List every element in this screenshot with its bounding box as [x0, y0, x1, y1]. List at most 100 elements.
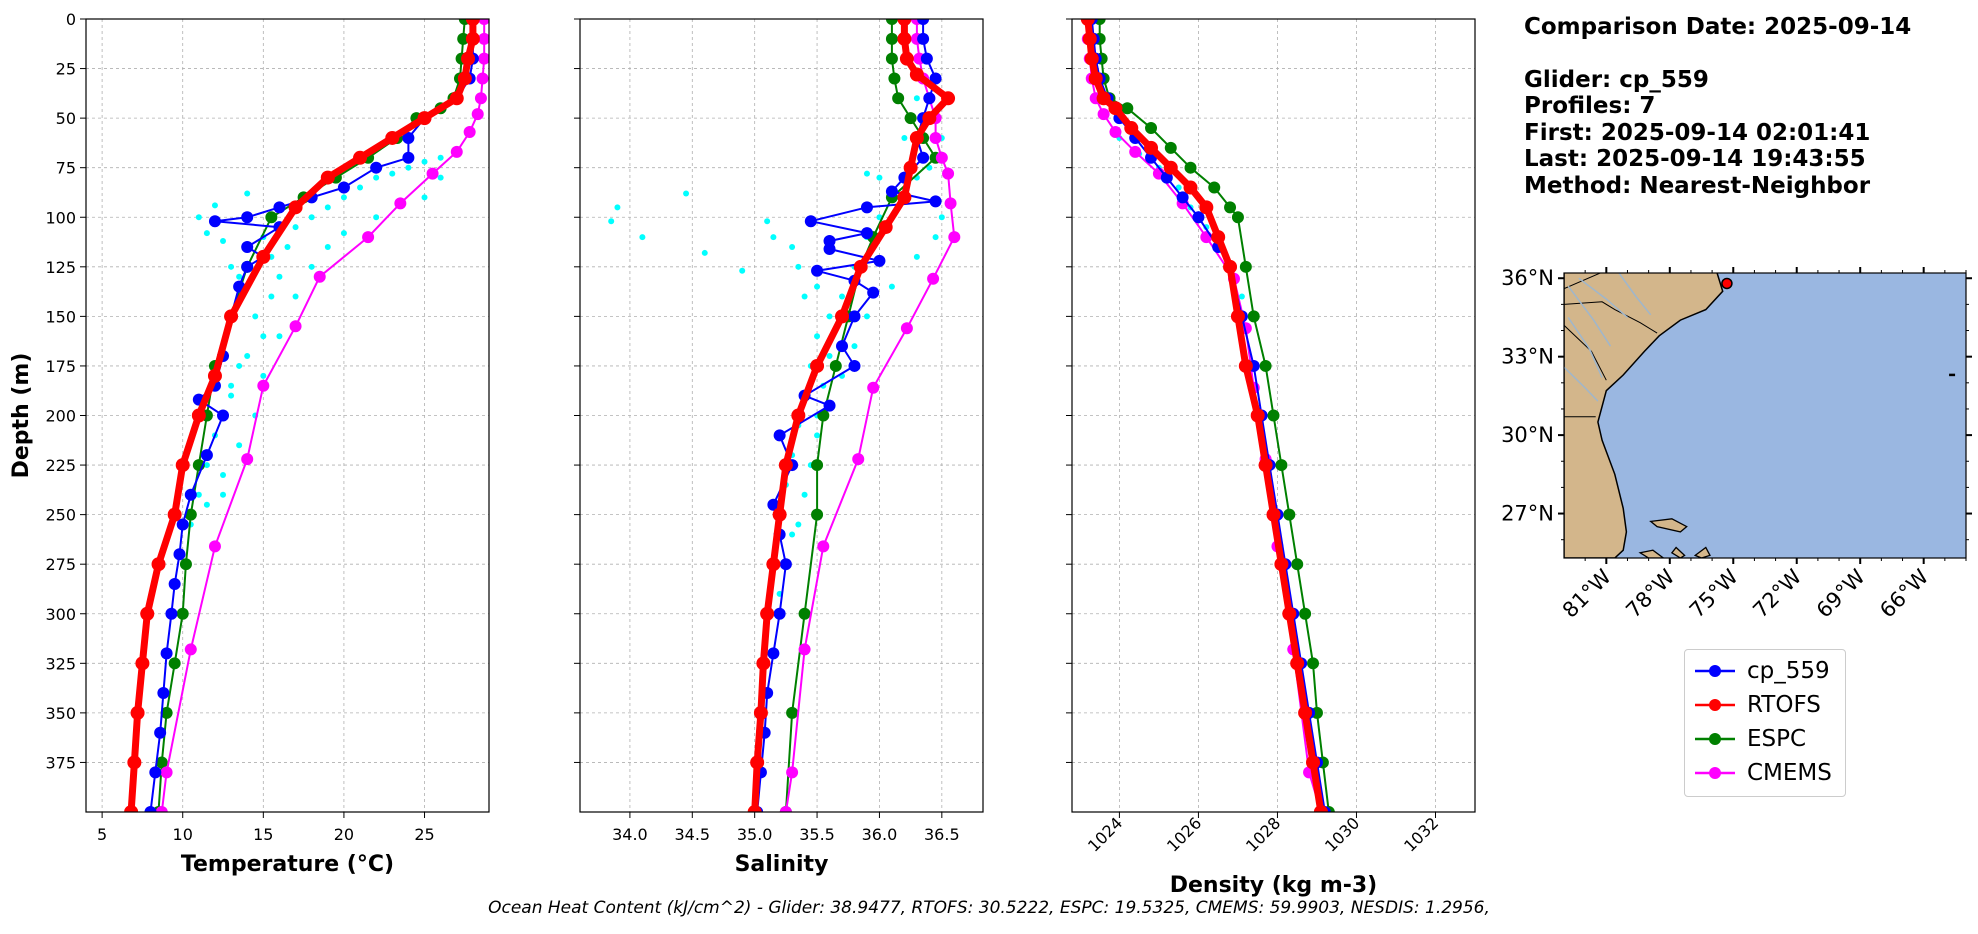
temperature-point-cp559 [160, 647, 173, 660]
temperature-glider-scatter-point [292, 293, 299, 300]
salinity-glider-scatter-point [913, 253, 920, 260]
density-point-espc [1121, 102, 1134, 115]
map-lon-label: 81°W [1558, 564, 1616, 622]
density-point-rtofs [1238, 358, 1253, 373]
temperature-point-cp559 [154, 726, 167, 739]
density-point-espc [1291, 558, 1304, 571]
salinity-glider-scatter-point [789, 531, 796, 538]
temperature-point-cp559 [241, 240, 254, 253]
salinity-point-cmems [948, 231, 961, 244]
island [1693, 546, 1711, 558]
temperature-glider-scatter-point [244, 190, 251, 197]
map-lat-label: 33°N [1501, 345, 1554, 369]
temperature-point-cp559 [273, 201, 286, 214]
salinity-point-cp559 [873, 254, 886, 267]
density-xtick-label: 1028 [1242, 813, 1284, 855]
temperature-point-rtofs [320, 170, 335, 185]
temperature-glider-scatter-point [260, 333, 267, 340]
temperature-point-rtofs [461, 51, 476, 66]
density-point-rtofs [1313, 805, 1328, 812]
density-point-rtofs [1223, 259, 1238, 274]
salinity-glider-scatter-point [888, 283, 895, 290]
density-point-rtofs [1306, 755, 1321, 770]
temperature-point-cp559 [184, 488, 197, 501]
density-point-espc [1231, 211, 1244, 224]
temperature-point-rtofs [465, 31, 480, 46]
temperature-glider-scatter-point [324, 243, 331, 250]
salinity-point-espc [885, 52, 898, 65]
salinity-glider-scatter-point [901, 134, 908, 141]
salinity-glider-scatter-point [795, 521, 802, 528]
density-point-cp559 [1176, 191, 1189, 204]
temperature-point-cp559 [241, 260, 254, 273]
salinity-point-rtofs [922, 111, 937, 126]
salinity-xtick-label: 36.0 [862, 825, 898, 844]
salinity-point-cp559 [836, 340, 849, 353]
density-point-espc [1259, 359, 1272, 372]
legend-entry-cmems: CMEMS [1693, 759, 1832, 787]
temperature-point-rtofs [130, 705, 145, 720]
salinity-point-cp559 [917, 32, 930, 45]
salinity-point-cmems [852, 453, 865, 466]
salinity-point-cp559 [823, 399, 836, 412]
temperature-point-cp559 [168, 578, 181, 591]
legend-label-rtofs: RTOFS [1747, 692, 1821, 718]
salinity-point-espc [885, 32, 898, 45]
temperature-xtick-label: 5 [97, 825, 107, 844]
salinity-point-cmems [817, 540, 830, 553]
temperature-ytick-label: 275 [45, 555, 76, 574]
temperature-xlabel: Temperature (°C) [181, 852, 394, 877]
density-point-espc [1145, 122, 1158, 135]
temperature-point-cmems [478, 19, 489, 25]
temperature-point-rtofs [175, 458, 190, 473]
salinity-glider-scatter-point [614, 204, 621, 211]
map-lon-label: 75°W [1685, 564, 1743, 622]
legend: cp_559 RTOFS ESPC CMEMS [1684, 649, 1846, 797]
salinity-point-rtofs [791, 408, 806, 423]
salinity-point-espc [817, 409, 830, 422]
temperature-frame [85, 18, 490, 813]
salinity-glider-scatter-point [814, 333, 821, 340]
temperature-ytick-label: 325 [45, 654, 76, 673]
river [1567, 316, 1603, 378]
temperature-glider-scatter-point [220, 238, 227, 245]
temperature-ytick-label: 175 [45, 357, 76, 376]
salinity-glider-scatter-point [683, 190, 690, 197]
temperature-glider-scatter-point [236, 273, 243, 280]
island [1638, 549, 1665, 558]
temperature-point-rtofs [353, 150, 368, 165]
temperature-glider-scatter-point [421, 158, 428, 165]
salinity-point-cmems [798, 643, 811, 656]
salinity-point-espc [829, 359, 842, 372]
method: Method: Nearest-Neighbor [1524, 173, 1871, 199]
salinity-point-espc [892, 92, 905, 105]
state-border [1649, 264, 1681, 271]
salinity-point-cmems [779, 806, 792, 812]
salinity-glider-scatter-point [764, 218, 771, 225]
density-point-espc [1208, 181, 1221, 194]
temperature-glider-scatter-point [421, 194, 428, 201]
salinity-point-rtofs [760, 606, 775, 621]
salinity-point-cp559 [779, 558, 792, 571]
temperature-point-cp559 [157, 687, 170, 700]
legend-swatch-rtofs [1695, 699, 1735, 711]
temperature-glider-scatter-point [236, 362, 243, 369]
legend-entry-cp559: cp_559 [1693, 657, 1830, 685]
density-point-rtofs [1088, 71, 1103, 86]
salinity-glider-scatter-point [926, 164, 933, 171]
temperature-line-rtofs [127, 19, 477, 812]
salinity-xtick-label: 34.5 [674, 825, 710, 844]
salinity-point-rtofs [772, 507, 787, 522]
salinity-point-rtofs [903, 160, 918, 175]
temperature-point-cmems [474, 92, 487, 105]
salinity-point-cp559 [917, 151, 930, 164]
salinity-point-cp559 [885, 185, 898, 198]
density-point-espc [1283, 508, 1296, 521]
temperature-point-rtofs [465, 19, 480, 26]
temperature-glider-scatter-point [203, 501, 210, 508]
salinity-point-rtofs [810, 358, 825, 373]
temperature-point-cp559 [165, 607, 178, 620]
temperature-glider-scatter-point [373, 174, 380, 181]
legend-label-espc: ESPC [1747, 726, 1807, 752]
